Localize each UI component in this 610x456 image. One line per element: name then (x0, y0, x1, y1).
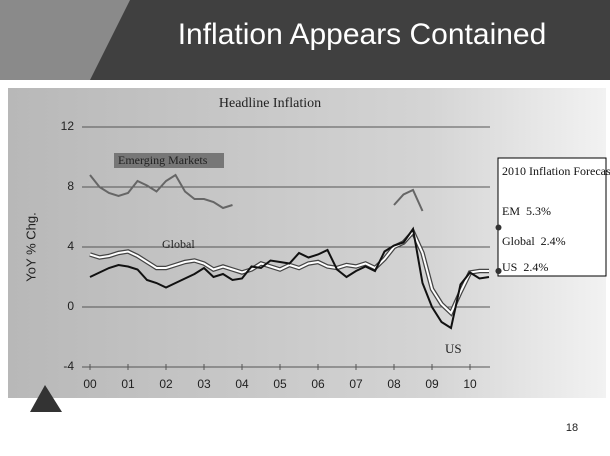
x-tick-label: 01 (121, 377, 135, 391)
x-tick-label: 07 (349, 377, 363, 391)
title-accent (0, 0, 130, 80)
forecast-title: 2010 Inflation Forecasts: (502, 164, 610, 178)
forecast-label: EM (502, 204, 520, 218)
page-number: 18 (566, 422, 578, 434)
forecast-entry: US 2.4% (502, 260, 548, 274)
y-tick-label: 4 (67, 239, 74, 253)
chart-title: Headline Inflation (219, 96, 321, 111)
logo (30, 385, 62, 412)
x-tick-label: 06 (311, 377, 325, 391)
forecast-entry: Global 2.4% (502, 234, 566, 248)
x-tick-label: 05 (273, 377, 287, 391)
series-line (89, 173, 424, 212)
x-tick-label: 08 (387, 377, 401, 391)
forecast-box (497, 157, 607, 277)
y-tick-label: 8 (67, 179, 74, 193)
slide-title: Inflation Appears Contained (178, 18, 547, 51)
series-label: Emerging Markets (118, 153, 208, 167)
x-tick-label: 09 (425, 377, 439, 391)
forecast-label: US (502, 260, 517, 274)
label-box (114, 153, 224, 168)
forecast-value: 5.3% (526, 204, 551, 218)
forecast-value: 2.4% (523, 260, 548, 274)
y-axis-label: YoY % Chg. (23, 212, 38, 281)
x-tick-label: 10 (463, 377, 477, 391)
forecast-point (495, 224, 502, 231)
x-tick-label: 02 (159, 377, 173, 391)
series-label: US (445, 341, 462, 356)
y-tick-label: 12 (61, 119, 75, 133)
y-tick-label: 0 (67, 299, 74, 313)
y-tick-label: -4 (63, 359, 74, 373)
forecast-point (495, 268, 502, 274)
forecast-value: 2.4% (541, 234, 566, 248)
x-tick-label: 00 (83, 377, 97, 391)
x-tick-label: 04 (235, 377, 249, 391)
series-label: Global (162, 237, 195, 251)
forecast-entry: EM 5.3% (502, 204, 551, 218)
series-line (89, 230, 489, 315)
x-tick-label: 03 (197, 377, 211, 391)
series-line (89, 226, 490, 330)
forecast-label: Global (502, 234, 535, 248)
